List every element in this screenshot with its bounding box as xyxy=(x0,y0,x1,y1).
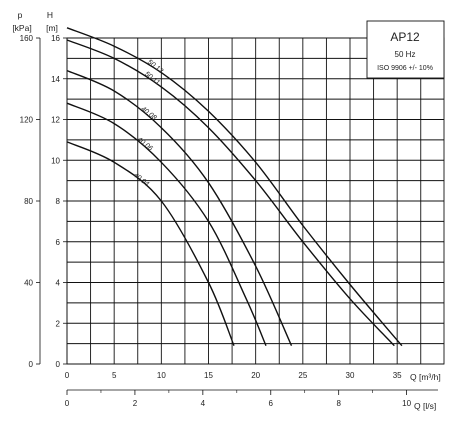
curve-label: 40.04 xyxy=(132,172,150,188)
p-tick-label: 80 xyxy=(24,197,33,206)
h-tick-label: 14 xyxy=(51,75,60,84)
p-tick-label: 160 xyxy=(20,34,34,43)
q-ls-tick-label: 4 xyxy=(201,399,206,408)
q-m3h-tick-label: 25 xyxy=(298,371,307,380)
h-tick-label: 12 xyxy=(51,116,60,125)
q-ls-tick-label: 2 xyxy=(133,399,138,408)
curve-40-06 xyxy=(66,102,267,346)
curve-50-13 xyxy=(66,27,403,347)
h-tick-label: 4 xyxy=(56,279,61,288)
p-tick-label: 0 xyxy=(29,360,34,369)
h-axis-unit: [m] xyxy=(46,23,58,33)
q-ls-tick-label: 0 xyxy=(65,399,70,408)
p-axis-unit: [kPa] xyxy=(12,23,31,33)
q-m3h-tick-label: 30 xyxy=(346,371,355,380)
q-m3h-tick-label: 5 xyxy=(112,371,117,380)
h-tick-label: 16 xyxy=(51,34,60,43)
p-axis-symbol: p xyxy=(18,10,23,20)
frequency-label: 50 Hz xyxy=(395,50,416,59)
q-ls-tick-label: 8 xyxy=(336,399,341,408)
curve-label: 40.06 xyxy=(136,136,154,152)
h-tick-label: 6 xyxy=(56,238,61,247)
model-title: AP12 xyxy=(390,30,420,44)
tolerance-label: ISO 9906 +/- 10% xyxy=(377,65,433,72)
q-m3h-axis-label: Q [m³/h] xyxy=(410,372,441,382)
h-axis-symbol: H xyxy=(47,10,53,20)
h-tick-label: 0 xyxy=(56,360,61,369)
q-ls-axis: 0 2 4 6 8 10 xyxy=(65,389,438,408)
h-tick-label: 2 xyxy=(56,319,61,328)
curve-50-11 xyxy=(66,39,395,347)
q-m3h-tick-label: 35 xyxy=(393,371,402,380)
q-ls-tick-label: 10 xyxy=(402,399,411,408)
curve-40-04 xyxy=(66,141,235,346)
q-m3h-tick-label: 0 xyxy=(65,371,70,380)
q-m3h-tick-label: 15 xyxy=(204,371,213,380)
h-tick-label: 8 xyxy=(56,197,61,206)
q-m3h-tick-label: 10 xyxy=(157,371,166,380)
q-ls-axis-label: Q [l/s] xyxy=(414,401,436,411)
model-legend-box: AP12 50 Hz ISO 9906 +/- 10% xyxy=(366,20,445,79)
q-m3h-tick-label: 20 xyxy=(251,371,260,380)
h-tick-label: 10 xyxy=(51,156,60,165)
curve-40-08 xyxy=(66,69,293,346)
grid-lines xyxy=(66,37,445,365)
p-tick-label: 120 xyxy=(20,116,34,125)
p-axis: 0 40 80 120 160 xyxy=(20,34,41,369)
tick-labels: 0 2 4 6 8 10 12 14 16 0 5 10 15 20 25 30 35 xyxy=(51,34,402,380)
q-ls-tick-label: 6 xyxy=(269,399,274,408)
p-tick-label: 40 xyxy=(24,279,33,288)
